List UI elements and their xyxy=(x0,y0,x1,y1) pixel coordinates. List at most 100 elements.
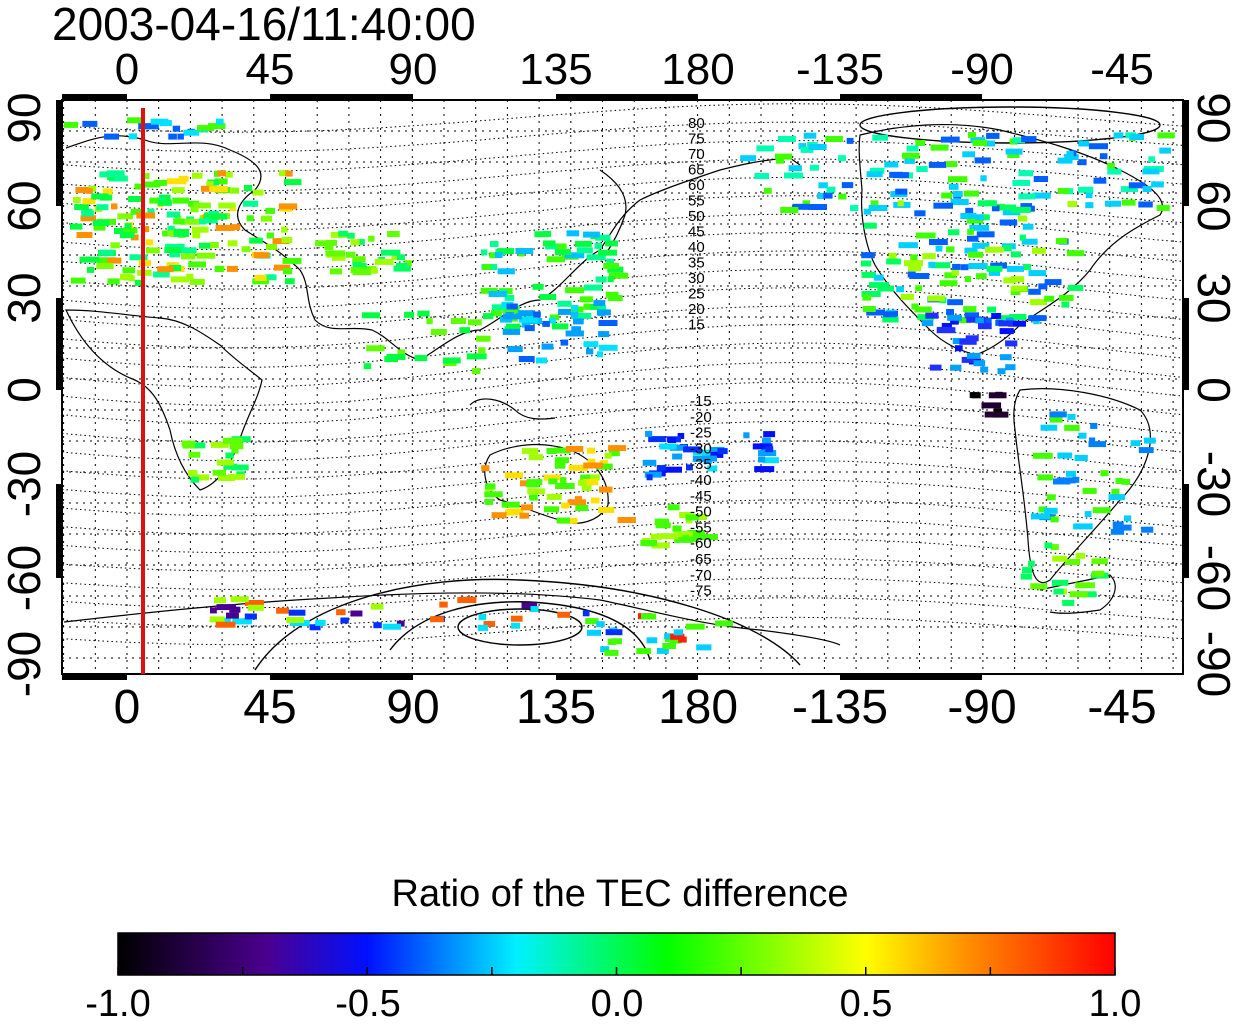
lon-tick-top: 45 xyxy=(245,45,295,94)
tec-data-point xyxy=(520,480,532,487)
tec-data-point xyxy=(350,610,363,617)
tec-data-point xyxy=(430,616,444,623)
tec-data-point xyxy=(884,161,899,168)
tec-data-point xyxy=(969,224,989,231)
tec-data-point xyxy=(1067,201,1078,208)
tec-data-point xyxy=(698,534,718,540)
tec-data-point xyxy=(345,251,356,258)
tec-data-point xyxy=(985,246,1004,253)
tec-data-point xyxy=(91,193,109,200)
tec-data-point xyxy=(608,295,623,302)
tec-data-point xyxy=(471,368,481,375)
tec-data-point xyxy=(222,437,243,444)
tec-data-point xyxy=(911,303,919,310)
lon-tick-top: 180 xyxy=(661,45,735,94)
tec-data-point xyxy=(325,250,346,257)
tec-data-point xyxy=(965,335,979,342)
contour-label: 50 xyxy=(688,208,705,225)
tec-data-point xyxy=(565,330,584,337)
tec-data-point xyxy=(1099,153,1108,160)
tec-data-point xyxy=(130,234,139,241)
tec-data-point xyxy=(1107,162,1115,169)
tec-data-point xyxy=(145,239,154,246)
tec-data-point xyxy=(1010,289,1021,296)
tec-data-point xyxy=(862,294,872,301)
tec-data-point xyxy=(872,134,888,141)
tec-data-point xyxy=(715,620,733,627)
tec-data-point xyxy=(950,199,969,205)
tec-data-point xyxy=(604,452,612,459)
tec-data-point xyxy=(862,306,876,312)
tec-data-point xyxy=(210,441,229,448)
lon-tick-top: -90 xyxy=(950,45,1014,94)
tec-data-point xyxy=(698,514,707,520)
tec-data-point xyxy=(883,311,897,318)
tec-data-point xyxy=(352,262,367,269)
graticule-grid xyxy=(62,100,1183,674)
tec-data-point xyxy=(426,318,433,325)
tec-data-point xyxy=(946,309,954,315)
colorbar-tick-marks xyxy=(117,967,1116,975)
tec-data-point xyxy=(387,231,400,237)
tec-data-point xyxy=(167,225,175,232)
tec-data-point xyxy=(214,266,224,273)
tec-data-point xyxy=(1018,170,1034,177)
tec-data-point xyxy=(87,266,95,273)
tec-data-point xyxy=(596,621,605,628)
tec-data-point xyxy=(252,189,264,196)
tec-data-point xyxy=(527,488,545,495)
tec-data-point xyxy=(586,348,594,355)
colorbar-tick-label: -1.0 xyxy=(85,983,151,1025)
tec-data-point xyxy=(1111,488,1120,495)
tec-data-point xyxy=(252,278,269,285)
tec-data-point xyxy=(129,254,148,261)
tec-data-point xyxy=(987,306,997,313)
lon-tick-bottom: 135 xyxy=(515,681,597,734)
tec-data-point xyxy=(526,481,540,488)
tec-data-point xyxy=(180,218,199,225)
tec-data-point xyxy=(754,173,769,179)
tec-data-point xyxy=(285,278,295,285)
tec-data-point xyxy=(931,262,951,269)
tec-data-point xyxy=(672,453,683,460)
tec-data-point xyxy=(928,261,936,268)
tec-data-point xyxy=(587,458,596,465)
colorbar-tick-label: 0.0 xyxy=(590,983,644,1025)
tec-data-point xyxy=(192,172,203,179)
tec-data-point xyxy=(120,273,131,280)
tec-data-point xyxy=(266,243,277,250)
tec-data-point xyxy=(1124,515,1132,522)
lon-tick-bottom: -90 xyxy=(947,681,1017,734)
tec-data-point xyxy=(246,215,254,222)
tec-data-point xyxy=(64,121,79,128)
tec-data-point xyxy=(600,646,610,653)
tec-data-point xyxy=(1028,315,1047,322)
tec-data-point xyxy=(172,125,181,132)
contour-label: 35 xyxy=(688,255,705,272)
tec-data-point xyxy=(907,271,916,278)
tec-data-point xyxy=(499,316,512,323)
tec-data-point xyxy=(1057,452,1073,459)
timestamp-title: 2003-04-16/11:40:00 xyxy=(52,0,476,50)
tec-data-point xyxy=(598,249,618,256)
tec-data-point xyxy=(489,252,498,259)
tec-data-point xyxy=(216,604,237,611)
tec-data-point xyxy=(504,472,523,479)
tec-data-point xyxy=(604,649,619,656)
tec-data-point xyxy=(1007,265,1024,272)
tec-data-point xyxy=(1000,354,1012,361)
tec-data-point xyxy=(362,312,380,319)
tec-data-point xyxy=(521,504,533,511)
tec-data-point xyxy=(585,303,605,310)
contour-label: -45 xyxy=(690,488,712,505)
tec-data-point xyxy=(1022,567,1033,574)
tec-data-point xyxy=(1032,247,1046,254)
contour-label: 25 xyxy=(688,286,705,303)
tec-data-point xyxy=(534,231,549,238)
tec-data-point xyxy=(244,613,257,620)
tec-data-point xyxy=(583,303,590,310)
tec-data-point xyxy=(182,442,198,449)
tec-data-point xyxy=(1053,478,1071,485)
tec-data-point xyxy=(1088,441,1106,448)
tec-data-point xyxy=(74,204,89,211)
